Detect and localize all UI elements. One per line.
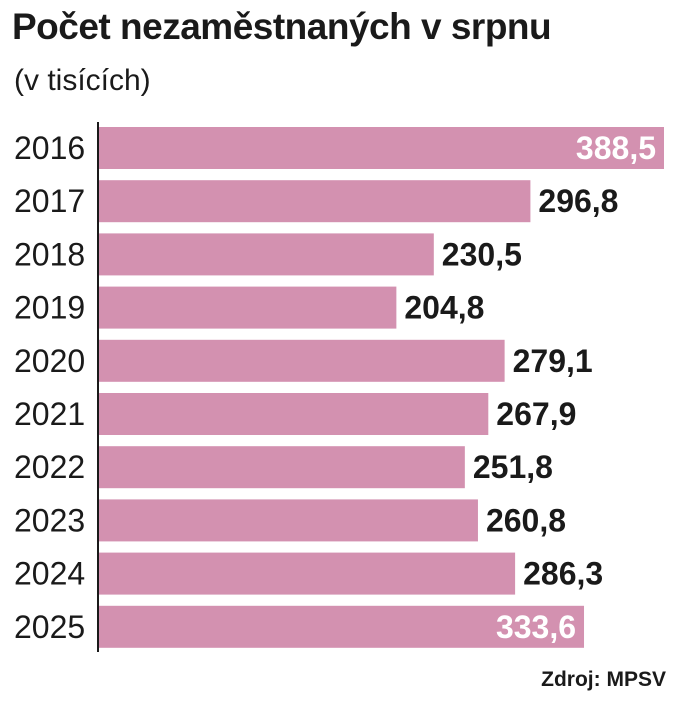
bar-2025 <box>98 605 585 648</box>
value-label-2016: 388,5 <box>576 130 656 166</box>
category-label-2020: 2020 <box>14 343 85 379</box>
bar-2016 <box>98 127 664 169</box>
category-label-2017: 2017 <box>14 183 85 219</box>
value-label-2017: 296,8 <box>538 183 618 219</box>
bar-2022 <box>98 446 465 489</box>
value-label-2024: 286,3 <box>523 556 603 592</box>
value-label-2025: 333,6 <box>496 609 576 645</box>
chart-subtitle: (v tisících) <box>14 64 151 97</box>
value-label-2020: 279,1 <box>513 343 593 379</box>
bar-2019 <box>98 286 397 329</box>
bar-2024 <box>98 552 516 595</box>
category-label-2021: 2021 <box>14 396 85 432</box>
bar-2017 <box>98 180 531 223</box>
category-label-2023: 2023 <box>14 502 85 538</box>
value-label-2021: 267,9 <box>496 396 576 432</box>
bar-2020 <box>98 339 505 382</box>
category-label-2024: 2024 <box>14 556 85 592</box>
chart-title: Počet nezaměstnaných v srpnu <box>12 6 552 47</box>
category-label-2022: 2022 <box>14 449 85 485</box>
bar-2021 <box>98 393 489 435</box>
category-label-2019: 2019 <box>14 290 85 326</box>
value-label-2019: 204,8 <box>404 290 484 326</box>
source-note: Zdroj: MPSV <box>541 668 666 691</box>
bar-2018 <box>98 233 434 276</box>
value-label-2023: 260,8 <box>486 502 566 538</box>
bar-2023 <box>98 499 478 542</box>
value-label-2018: 230,5 <box>442 236 522 272</box>
category-label-2018: 2018 <box>14 236 85 272</box>
category-label-2016: 2016 <box>14 130 85 166</box>
category-label-2025: 2025 <box>14 609 85 645</box>
value-label-2022: 251,8 <box>473 449 553 485</box>
